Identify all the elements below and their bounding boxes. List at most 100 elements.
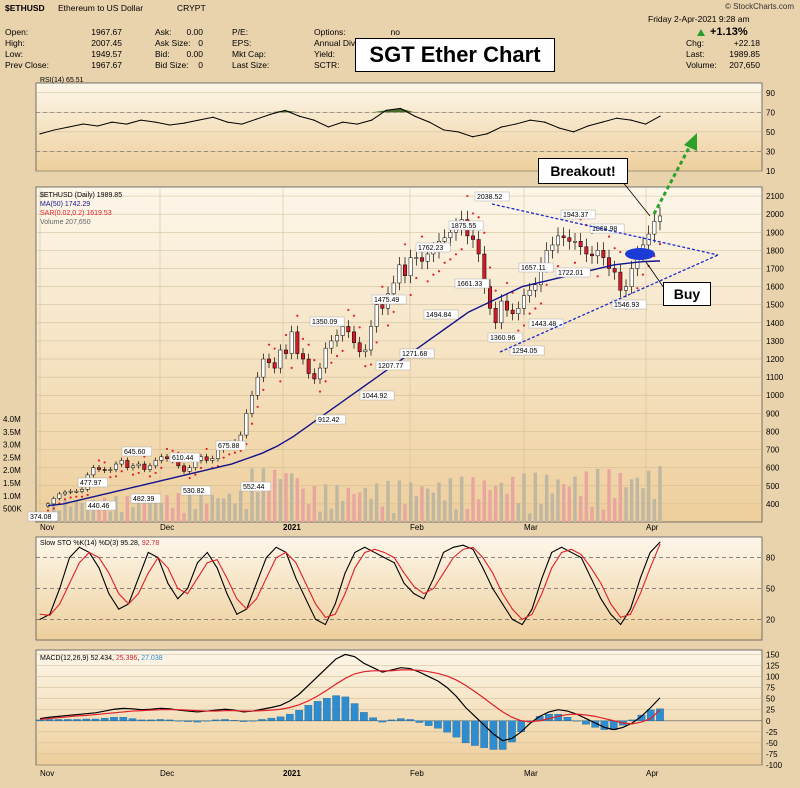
stoch-d-point <box>39 613 41 615</box>
stoch-d-point <box>275 557 277 559</box>
sar-dot <box>330 361 333 364</box>
stoch-k-point <box>187 588 189 589</box>
volume-bar <box>272 469 277 522</box>
candle-down <box>578 241 583 248</box>
stoch-k-point <box>442 551 444 553</box>
stoch-k-point <box>354 551 356 553</box>
volume-bar <box>216 498 220 522</box>
sar-dot <box>364 365 367 368</box>
volume-bar <box>459 476 464 522</box>
header-col4-label: Yield: <box>314 49 335 59</box>
candle-up <box>114 463 118 470</box>
macd-hist-value: 27.038 <box>141 655 163 662</box>
sar-dot <box>262 388 265 391</box>
price-tick-label: 700 <box>766 446 780 455</box>
price-annotation-box <box>415 242 451 253</box>
legend-entry: SAR(0.02,0.2) 1619.53 <box>40 210 112 217</box>
stoch-d-point <box>393 557 395 559</box>
volume-bar <box>142 502 147 522</box>
header-col4-label: Options: <box>314 27 346 37</box>
header-col4-value: no <box>391 27 401 37</box>
sar-dot <box>250 422 254 425</box>
sar-dot <box>256 405 259 408</box>
price-annotation-label: 2038.52 <box>477 194 502 201</box>
sar-dot <box>273 347 276 350</box>
volume-bar <box>646 470 651 522</box>
volume-bar <box>527 513 532 522</box>
sar-dot <box>307 343 310 346</box>
rsi-tick-label: 10 <box>766 167 775 176</box>
stoch-d-point <box>364 551 366 553</box>
header-col1-value: 1967.67 <box>91 27 122 37</box>
candle-up <box>442 237 447 242</box>
macd-histogram-bar <box>82 718 91 721</box>
volume-bar <box>641 488 645 522</box>
volume-bar <box>301 488 305 522</box>
candle-up <box>250 394 254 414</box>
sar-dot <box>233 451 237 454</box>
stoch-d-line <box>39 543 661 621</box>
price-tick-label: 1000 <box>766 391 784 400</box>
price-tick-label: 400 <box>766 500 780 509</box>
sar-dot <box>545 283 548 286</box>
sar-dot <box>420 235 424 238</box>
candle-down <box>306 358 311 374</box>
sar-dot <box>205 447 208 451</box>
macd-histogram-bar <box>387 719 396 721</box>
rsi-tick-label: 30 <box>766 147 775 156</box>
sar-dot <box>432 273 435 276</box>
buy-pointer <box>645 261 665 289</box>
sar-dot <box>658 243 662 246</box>
candle-up <box>57 493 62 499</box>
stoch-d-point <box>147 572 149 574</box>
candle-up <box>448 232 453 238</box>
candle-up <box>159 456 164 461</box>
price-annotation-label: 1943.37 <box>563 212 588 219</box>
price-tick-label: 1700 <box>766 264 784 273</box>
stoch-tick-label: 20 <box>766 615 775 624</box>
macd-histogram-bar <box>54 719 63 721</box>
sar-dot <box>148 475 152 478</box>
sar-dot <box>522 324 526 327</box>
stoch-k-point <box>118 608 120 610</box>
sar-dot <box>619 250 622 254</box>
macd-histogram-bar <box>193 720 202 723</box>
volume-bar <box>284 473 288 522</box>
stoch-k-point <box>344 572 346 574</box>
price-tick-label: 1800 <box>766 246 784 255</box>
volume-bar <box>493 486 498 522</box>
price-annotation-box <box>509 345 545 356</box>
price-annotation-box <box>215 440 246 451</box>
macd-histogram-bar <box>323 698 331 721</box>
sar-dot <box>471 212 475 215</box>
volume-bar <box>221 498 226 522</box>
sar-dot <box>488 266 492 269</box>
volume-bar <box>119 512 124 522</box>
candle-down <box>584 246 589 255</box>
stoch-d-point <box>482 557 484 559</box>
macd-tick-label: -100 <box>766 761 783 770</box>
sar-dot <box>528 312 531 315</box>
volume-bar <box>227 493 232 522</box>
rsi-point <box>270 113 272 115</box>
volume-bar <box>204 503 209 522</box>
candle-down <box>505 300 509 311</box>
macd-histogram-bar <box>276 716 285 721</box>
price-annotation-label: 1657.11 <box>521 265 546 272</box>
ma50-line <box>47 260 661 507</box>
stoch-k-point <box>403 582 405 584</box>
volume-bar <box>391 513 396 522</box>
sar-dot <box>165 447 169 451</box>
sar-dot <box>131 473 135 476</box>
rsi-point <box>327 126 329 128</box>
candle-up <box>550 244 555 251</box>
volume-bar <box>148 499 152 522</box>
volume-bar <box>561 484 566 522</box>
sar-dot <box>199 466 203 469</box>
volume-bar <box>624 487 628 522</box>
stoch-d-point <box>561 551 563 553</box>
candle-down <box>295 331 300 354</box>
stoch-d-point <box>167 567 169 569</box>
rsi-point <box>198 119 200 121</box>
stoch-d-point <box>590 567 592 569</box>
